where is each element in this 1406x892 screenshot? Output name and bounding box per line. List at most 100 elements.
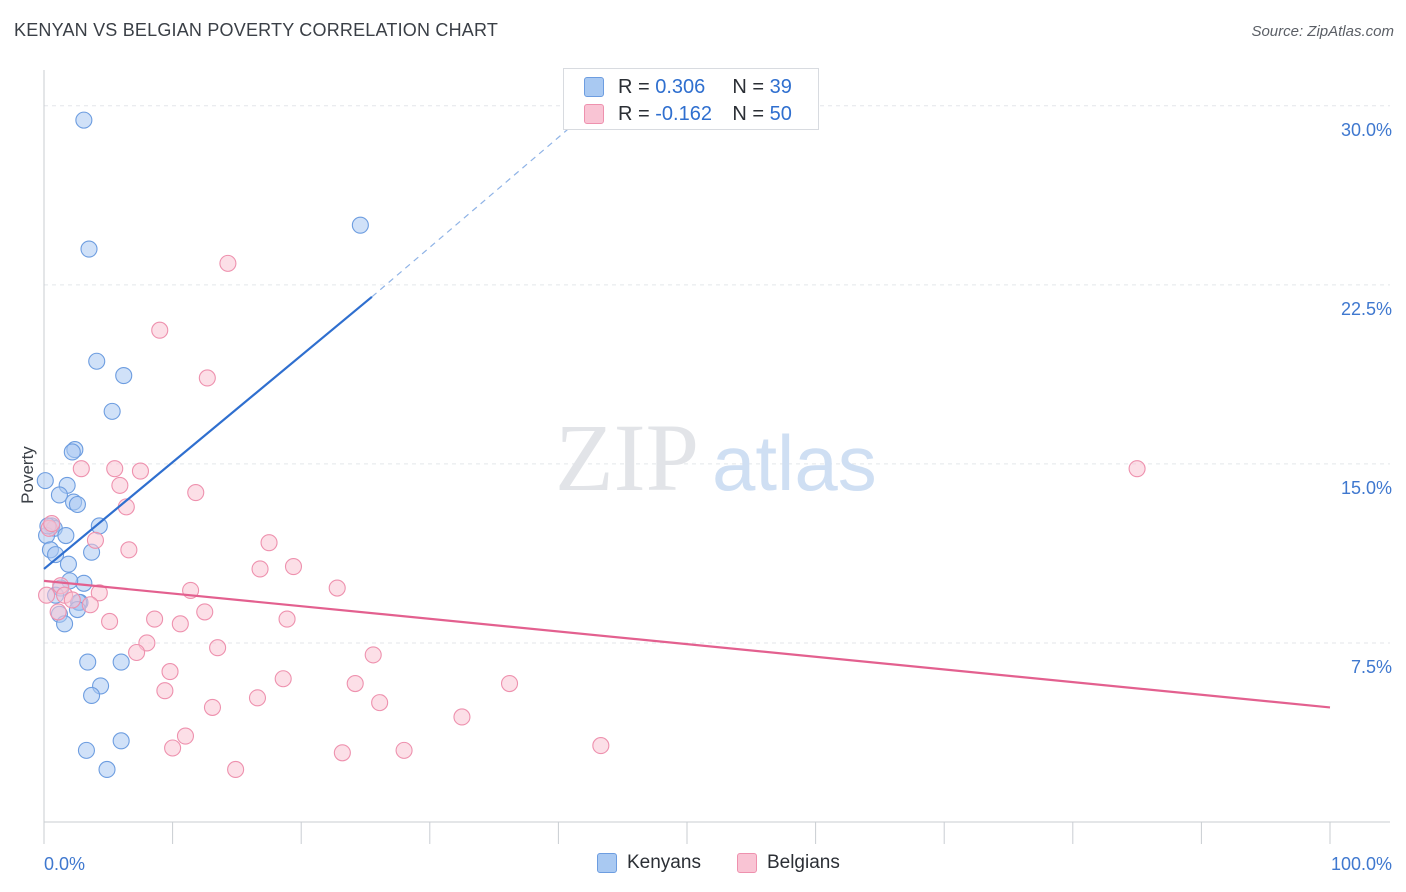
belgian-point [156,682,174,700]
legend-item-kenyans[interactable]: Kenyans [597,852,701,874]
kenyan-point [80,240,98,258]
kenyan-point [79,653,97,671]
belgian-point [333,744,351,762]
legend-n-value: 39 [769,75,792,98]
belgian-point [106,460,124,478]
x-tick-label: 100.0% [1331,854,1392,874]
legend-r-label: R = [618,75,650,98]
y-tick-label: 7.5% [1351,657,1392,677]
y-axis-label: Poverty [18,446,37,504]
legend-swatch-kenyans [584,77,604,97]
kenyan-trendline [43,295,373,570]
belgian-point [227,760,245,779]
y-tick-label: 22.5% [1341,299,1392,319]
belgian-point [251,560,269,578]
belgians-points [38,254,1146,779]
belgian-point [500,674,519,693]
watermark: ZIP atlas [555,404,877,511]
legend-n-label: N = [732,102,765,125]
y-tick-label: 15.0% [1341,478,1392,498]
belgian-point [284,558,303,576]
belgian-point [38,586,56,604]
legend-r-label: R = [618,102,650,125]
belgian-trendline [43,579,1331,709]
kenyan-point [112,653,130,671]
belgian-point [1128,460,1146,478]
kenyan-point [112,732,130,750]
kenyan-point [63,443,81,461]
kenyan-point [88,352,106,370]
kenyan-point [77,741,95,759]
belgian-point [86,531,104,549]
belgian-point [81,596,99,614]
belgian-point [43,515,61,533]
belgian-point [111,476,129,494]
legend-r-value: -0.162 [655,102,712,125]
belgian-point [49,603,67,621]
kenyan-point [47,546,65,564]
kenyan-point [75,111,93,129]
belgian-point [161,663,179,681]
kenyan-point [68,495,86,514]
correlation-legend: R = 0.306 N = 39 R = -0.162 N = 50 [563,68,819,130]
kenyan-point [115,367,133,385]
tick-labels: 7.5% 15.0% 22.5% 30.0% 0.0% 100.0% [44,120,1392,874]
legend-swatch-belgians [736,853,757,873]
belgian-point [274,670,292,688]
belgian-point [196,603,214,621]
kenyan-point [351,216,369,234]
legend-r-value: 0.306 [655,75,706,98]
belgian-point [592,737,610,755]
legend-swatch-belgians [584,104,604,124]
kenyan-point [103,402,121,420]
belgian-point [120,541,138,559]
belgian-point [371,694,389,712]
belgian-point [164,739,182,757]
kenyans-points [36,111,369,779]
y-tick-label: 30.0% [1341,120,1392,140]
axes [43,70,1390,844]
legend-label-kenyans: Kenyans [627,852,701,873]
belgian-point [176,727,195,745]
belgian-point [453,708,471,726]
belgian-point [90,584,108,602]
belgian-point [346,674,364,693]
kenyan-point [50,486,68,504]
kenyan-point [57,526,75,545]
belgian-point [101,612,119,631]
kenyan-point [83,686,101,705]
watermark-zip: ZIP [555,404,699,511]
kenyan-point [98,760,116,779]
belgian-point [128,643,146,662]
belgian-point [278,610,296,628]
legend-n-value: 50 [769,102,792,125]
series-legend: Kenyans Belgians [597,852,876,874]
belgian-point [131,462,149,480]
belgian-point [395,741,413,759]
legend-item-belgians[interactable]: Belgians [736,852,840,874]
belgian-point [171,615,189,633]
gridlines [44,105,1390,644]
trendlines [43,114,1331,709]
kenyan-point [59,555,77,573]
belgian-point [219,254,237,272]
source-credit: Source: ZipAtlas.com [1251,23,1394,40]
belgian-point [260,534,278,552]
chart-title: KENYAN VS BELGIAN POVERTY CORRELATION CH… [14,20,499,40]
legend-swatch-kenyans [597,853,617,873]
kenyan-point [36,472,54,490]
kenyan-trendline-extension [371,114,585,298]
belgian-point [63,591,81,609]
belgian-point [187,484,205,502]
belgian-point [209,639,227,657]
legend-row-kenyans: R = 0.306 N = 39 [584,75,792,99]
watermark-atlas: atlas [712,419,877,507]
legend-n-label: N = [732,75,765,98]
belgian-point [203,698,222,716]
x-tick-label: 0.0% [44,854,85,874]
belgian-point [146,610,164,628]
legend-row-belgians: R = -0.162 N = 50 [584,102,792,126]
legend-label-belgians: Belgians [766,852,840,873]
belgian-point [198,369,216,387]
